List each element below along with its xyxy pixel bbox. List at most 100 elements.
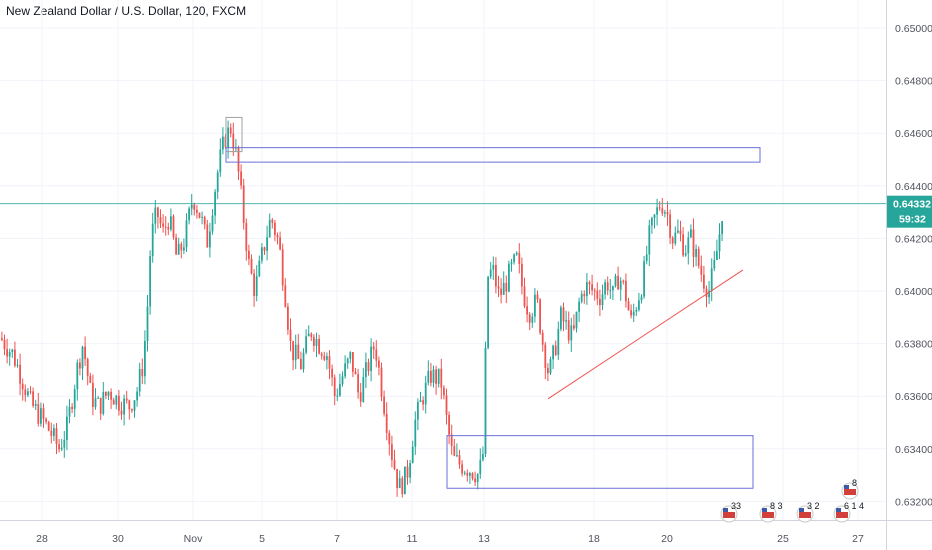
candle-body: [336, 395, 339, 397]
candle-body: [500, 288, 502, 295]
candle-body: [346, 358, 349, 364]
candle: [346, 357, 349, 369]
candle-body: [263, 247, 266, 251]
candle-body: [133, 400, 136, 411]
candle-body: [575, 311, 578, 329]
candle-body: [99, 397, 102, 414]
candle-body: [219, 149, 222, 173]
event-count-label: 3 2: [807, 501, 820, 511]
candle: [463, 470, 466, 476]
candle: [609, 278, 612, 300]
candle: [705, 285, 708, 308]
candle-body: [370, 346, 372, 372]
candle: [391, 435, 393, 468]
candle: [76, 359, 79, 401]
candle-body: [690, 229, 692, 238]
candle: [292, 340, 294, 371]
candle: [484, 341, 487, 457]
candle-body: [411, 446, 414, 464]
candle-body: [510, 262, 513, 264]
candle: [8, 348, 11, 366]
candle: [456, 443, 458, 458]
candles: [1, 120, 723, 498]
candle: [255, 265, 258, 302]
y-tick-label: 0.63400: [895, 444, 932, 456]
candle: [110, 388, 112, 409]
candle-body: [573, 325, 575, 329]
candle: [669, 209, 671, 245]
candle: [47, 420, 50, 432]
candle-body: [287, 306, 289, 330]
candle-body: [326, 356, 328, 360]
candle-body: [71, 406, 73, 409]
candle: [175, 233, 177, 255]
grid: [0, 0, 886, 520]
candle-body: [435, 369, 437, 384]
candle: [73, 384, 76, 418]
candle-body: [487, 276, 489, 348]
candle-body: [515, 252, 518, 255]
candle: [115, 394, 118, 410]
candle-body: [489, 269, 492, 277]
candle: [42, 403, 45, 428]
candle-body: [198, 212, 201, 218]
candle-body: [37, 403, 40, 424]
candle: [643, 255, 645, 299]
candle-body: [305, 336, 307, 353]
candle-body: [508, 263, 510, 292]
candle: [344, 355, 346, 379]
candle-body: [562, 307, 565, 322]
candle: [554, 340, 557, 357]
candle-body: [612, 286, 614, 291]
candle: [492, 256, 495, 280]
candle: [281, 243, 284, 291]
candle-body: [94, 398, 97, 408]
candle-body: [175, 237, 177, 255]
candle-body: [716, 251, 718, 261]
candle-body: [692, 229, 695, 257]
candle-body: [107, 391, 110, 396]
candle: [214, 189, 216, 225]
candle: [713, 250, 716, 272]
candle: [375, 340, 378, 368]
candle: [562, 302, 565, 332]
candle-body: [357, 374, 359, 393]
candle-body: [268, 219, 271, 238]
candle-body: [404, 466, 406, 495]
x-tick-label: 7: [334, 533, 340, 545]
candle-body: [453, 446, 456, 456]
candle-body: [385, 413, 388, 433]
candle: [297, 333, 300, 360]
candle: [365, 352, 367, 388]
candle: [268, 213, 271, 238]
candle: [510, 258, 513, 272]
x-tick-label: 18: [588, 533, 600, 545]
candle: [235, 138, 237, 152]
current-price-tag: [887, 195, 932, 228]
candle: [370, 338, 372, 382]
candle-body: [614, 275, 617, 287]
candle-body: [463, 472, 466, 474]
candle-body: [658, 207, 661, 209]
candle: [716, 239, 718, 261]
candle-body: [630, 310, 632, 316]
candle: [450, 424, 453, 455]
candle-body: [352, 352, 354, 372]
candle: [721, 221, 723, 242]
candle: [619, 277, 622, 301]
candle-body: [648, 225, 651, 255]
candle: [419, 391, 422, 403]
candle: [159, 209, 162, 229]
candle: [27, 388, 29, 398]
candle-body: [102, 391, 105, 414]
candle: [401, 476, 404, 498]
candle: [692, 218, 695, 268]
candle-body: [456, 455, 458, 457]
candle-body: [190, 204, 193, 209]
candle-body: [687, 237, 690, 254]
candle-body: [8, 352, 11, 357]
candle: [378, 356, 380, 376]
candle-body: [544, 344, 547, 368]
candle-body: [333, 377, 336, 396]
